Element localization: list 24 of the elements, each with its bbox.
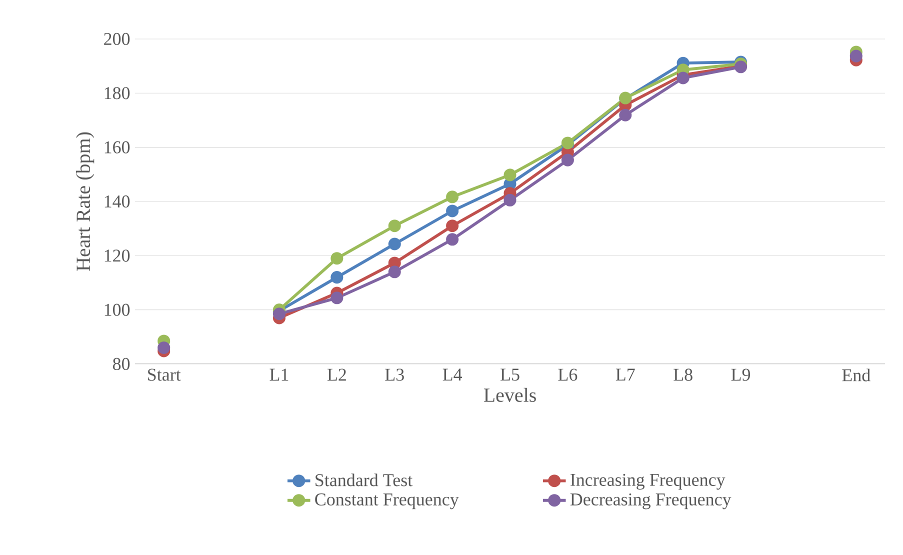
x-tick-label: L1 [270,368,288,381]
legend-label: Standard Test [316,474,413,486]
y-tick-label: 140 [104,195,130,208]
legend-label: Increasing Frequency [570,474,726,490]
x-tick-label: L7 [616,368,635,380]
x-tick-label: End [842,368,870,382]
y-tick-label: 200 [104,32,130,46]
y-tick-label: 100 [104,304,130,316]
x-tick-label: Start [148,368,181,381]
x-tick-label: L8 [674,368,692,381]
x-tick-label: L5 [500,368,520,381]
x-tick-label: L9 [731,368,750,381]
x-axis-title: Levels [484,388,536,402]
y-tick-label: 120 [104,250,130,262]
y-axis-title: Heart Rate (bpm) [76,132,94,271]
legend-label: Decreasing Frequency [570,493,732,510]
y-tick-label: 180 [104,87,130,100]
legend-label: Constant Frequency [315,493,459,510]
x-tick-label: L3 [385,368,404,381]
x-tick-label: L4 [442,368,462,381]
y-tick-label: 160 [104,141,130,154]
y-tick-label: 80 [112,358,130,370]
x-tick-label: L6 [558,368,578,381]
x-tick-label: L2 [327,368,346,381]
